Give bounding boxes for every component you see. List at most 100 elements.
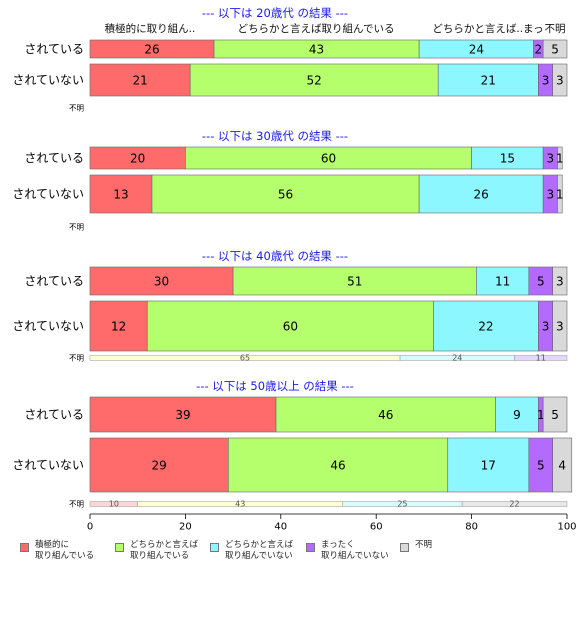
bar-segment: [557, 146, 563, 170]
bar-value-label: 3: [556, 74, 564, 88]
bar-value-label: 3: [542, 320, 550, 334]
bar-value-label: 20: [130, 152, 145, 166]
unknown-bar-value-label: 22: [509, 500, 519, 509]
unknown-bar-value-label: 24: [452, 354, 462, 363]
bar-value-label: 29: [152, 459, 167, 473]
bar-segment: [542, 396, 568, 433]
bar-segment: [433, 300, 539, 352]
bar-segment: [89, 266, 234, 296]
bar-segment: [437, 63, 539, 97]
legend-item: 積極的に 取り組んでいる: [20, 540, 94, 562]
category-header-label: どちらかと言えば..まっ: [432, 22, 543, 35]
x-tick-label: 100: [557, 522, 576, 533]
legend-label: まったく 取り組んでいない: [321, 540, 389, 561]
bar-segment: [89, 396, 277, 433]
legend-item: 不明: [400, 540, 432, 552]
bar-value-label: 3: [556, 275, 564, 289]
bar-segment: [552, 300, 568, 352]
row-label: されている: [24, 274, 84, 288]
x-tick-label: 60: [370, 522, 383, 533]
bar-value-label: 17: [481, 459, 496, 473]
bar-value-label: 2: [535, 43, 543, 57]
category-header-label: 積極的に取り組ん..: [105, 22, 196, 35]
legend-label: 不明: [415, 540, 433, 550]
legend-swatch: [210, 543, 219, 552]
bar-segment: [89, 437, 229, 493]
bar-value-label: 15: [500, 152, 515, 166]
unknown-bar-value-label: 10: [109, 500, 119, 509]
unknown-row-label: 不明: [69, 104, 84, 113]
legend-label: どちらかと言えば 取り組んでいる: [130, 540, 199, 561]
bar-value-label: 5: [551, 408, 559, 422]
group-title: --- 以下は 30歳代 の結果 ---: [202, 129, 348, 143]
bar-value-label: 5: [537, 275, 545, 289]
bar-segment: [275, 396, 496, 433]
bar-segment: [151, 174, 420, 214]
legend-item: どちらかと言えば 取り組んでいる: [115, 540, 198, 562]
legend-item: どちらかと言えば 取り組んでいない: [210, 540, 293, 562]
bar-segment: [146, 300, 434, 352]
x-tick-label: 20: [179, 522, 192, 533]
bar-value-label: 3: [546, 188, 554, 202]
bar-segment: [89, 300, 148, 352]
row-label: されていない: [12, 319, 84, 333]
bar-value-label: 13: [113, 188, 128, 202]
unknown-bar-value-label: 11: [536, 354, 546, 363]
legend-swatch: [20, 543, 29, 552]
bar-value-label: 3: [546, 152, 554, 166]
bar-segment: [447, 437, 530, 493]
legend-swatch: [115, 543, 124, 552]
bar-segment: [418, 174, 544, 214]
bar-value-label: 60: [283, 320, 298, 334]
group-title: --- 以下は 50歳以上 の結果 ---: [196, 379, 354, 393]
bar-value-label: 1: [556, 152, 564, 166]
x-tick-label: 40: [274, 522, 287, 533]
unknown-bar-segment: [461, 501, 568, 507]
bar-value-label: 9: [513, 408, 521, 422]
bar-value-label: 39: [175, 408, 190, 422]
unknown-bar-value-label: 25: [397, 500, 407, 509]
bar-segment: [232, 266, 477, 296]
group-title: --- 以下は 40歳代 の結果 ---: [202, 249, 348, 263]
group-title: --- 以下は 20歳代 の結果 ---: [202, 6, 348, 20]
bar-value-label: 21: [132, 74, 147, 88]
bar-value-label: 26: [144, 43, 159, 57]
bar-value-label: 1: [556, 188, 564, 202]
stacked-bar-chart: 積極的に取り組ん.. どちらかと言えば取り組んでいる どちらかと言えば..まっ 不明 -…: [12, 6, 576, 533]
bar-value-label: 52: [307, 74, 322, 88]
legend-swatch: [400, 543, 409, 552]
bar-segment: [476, 266, 530, 296]
bar-segment: [228, 437, 449, 493]
unknown-row-label: 不明: [69, 223, 84, 232]
legend-item: まったく 取り組んでいない: [306, 540, 389, 562]
legend-swatch: [306, 543, 315, 552]
bar-segment: [89, 63, 191, 97]
legend-label: どちらかと言えば 取り組んでいない: [225, 540, 294, 561]
bar-value-label: 11: [495, 275, 510, 289]
bar-value-label: 1: [537, 408, 545, 422]
bar-segment: [552, 266, 568, 296]
bar-value-label: 12: [111, 320, 126, 334]
bar-segment: [189, 63, 439, 97]
bar-value-label: 56: [278, 188, 293, 202]
unknown-row-label: 不明: [69, 354, 84, 363]
row-label: されていない: [12, 73, 84, 87]
category-header-label: 不明: [545, 23, 566, 35]
bar-value-label: 4: [558, 459, 566, 473]
bar-value-label: 30: [154, 275, 169, 289]
bar-value-label: 5: [537, 459, 545, 473]
bar-value-label: 24: [469, 43, 484, 57]
row-label: されている: [24, 42, 84, 56]
bar-value-label: 3: [556, 320, 564, 334]
category-header-label: どちらかと言えば取り組んでいる: [238, 22, 395, 35]
bar-segment: [542, 39, 568, 59]
bar-segment: [552, 437, 573, 493]
bar-value-label: 3: [542, 74, 550, 88]
x-tick-label: 80: [465, 522, 478, 533]
legend-label: 積極的に 取り組んでいる: [35, 540, 95, 561]
row-label: されている: [24, 408, 84, 422]
bar-segment: [552, 63, 568, 97]
row-label: されていない: [12, 458, 84, 472]
row-label: されている: [24, 151, 84, 165]
bar-value-label: 22: [478, 320, 493, 334]
